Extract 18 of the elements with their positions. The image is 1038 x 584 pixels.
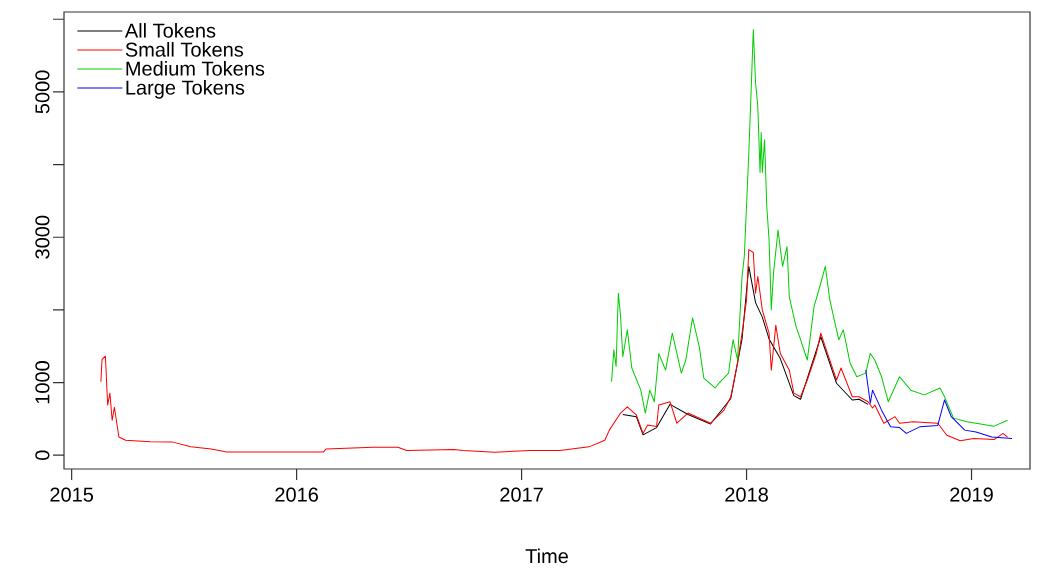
legend-label: Medium Tokens	[126, 61, 265, 76]
x-tick-label: 2018	[725, 487, 768, 502]
x-tick-label: 2015	[50, 487, 94, 502]
x-tick-label: 2016	[275, 487, 318, 502]
y-tick-label: 0	[35, 450, 50, 460]
legend-label: Large Tokens	[126, 80, 245, 99]
legend-label: Small Tokens	[125, 42, 244, 57]
x-axis-title: Time	[525, 548, 568, 564]
x-tick-label: 2019	[950, 487, 993, 502]
x-tick-label: 2017	[500, 487, 543, 502]
line-series	[100, 249, 1009, 453]
line-series	[611, 28, 1009, 427]
line-series	[865, 369, 1013, 439]
y-tick-label: 1000	[35, 361, 50, 404]
line-series	[622, 265, 869, 436]
y-tick-label: 5000	[35, 70, 50, 114]
y-tick-label: 3000	[35, 215, 50, 259]
legend-label: All Tokens	[124, 23, 216, 38]
